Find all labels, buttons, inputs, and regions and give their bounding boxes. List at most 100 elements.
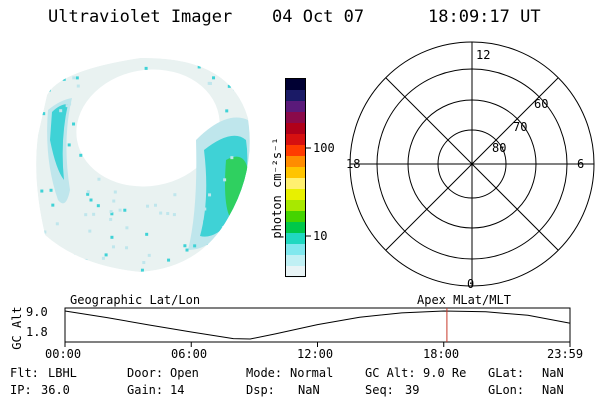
aurora-speckle [65,104,69,108]
aurora-speckle [248,148,250,152]
altitude-plot [64,307,571,347]
aurora-speckle [101,256,105,260]
status-flt-value: LBHL [48,366,77,380]
colorbar-tick-100: 100 [313,141,335,155]
aurora-speckle [185,248,189,252]
aurora-speckle [72,76,76,80]
status-ip-label: IP: [10,383,32,397]
aurora-speckle [227,67,231,71]
aurora-speckle [220,268,224,272]
altitude-curve [64,310,570,340]
aurora-speckle [76,84,80,88]
plot-right-caption: Apex MLat/MLT [417,293,511,307]
aurora-speckle [75,76,79,80]
plot-x-tick-4: 23:59 [547,347,584,361]
aurora-speckle [230,156,234,160]
aurora-speckle [62,77,66,81]
aurora-speckle [183,244,187,248]
colorbar-step [286,178,305,190]
status-glat-value: NaN [542,366,564,380]
aurora-speckle [230,71,234,75]
aurora-speckle [88,229,92,233]
plot-y-low: 1.8 [26,325,48,339]
status-glat-label: GLat: [488,366,525,380]
aurora-speckle [197,65,201,69]
status-gcalt-value: 9.0 Re [423,366,467,380]
colorbar-step [286,255,305,267]
aurora-speckle [172,213,176,217]
aurora-speckle [110,235,114,239]
plot-ylabel: GC Alt [10,306,24,350]
grid-line-diag-2 [385,77,559,251]
status-ip-value: 36.0 [41,383,70,397]
status-glon-label: GLon: [488,383,525,397]
plot-left-caption: Geographic Lat/Lon [70,293,201,307]
aurora-speckle [142,261,146,265]
colorbar-step [286,189,305,201]
aurora-speckle [233,64,237,68]
aurora-speckle [227,245,231,249]
status-seq-value: 39 [405,383,420,397]
plot-y-high: 9.0 [26,305,48,319]
aurora-speckle [203,207,207,211]
aurora-speckle [230,71,234,75]
aurora-speckle [123,208,127,212]
aurora-speckle [40,61,44,65]
aurora-speckle [72,254,76,258]
aurora-speckle [232,251,236,255]
colorbar-step [286,90,305,102]
aurora-speckle [40,189,44,193]
aurora-speckle [206,244,210,248]
aurora-speckle [167,258,171,262]
aurora-speckle [232,87,236,91]
aurora-speckle [159,211,163,215]
colorbar-step [286,244,305,256]
plot-x-tick-1: 06:00 [171,347,208,361]
aurora-speckle [153,203,157,207]
aurora-speckle [86,192,90,196]
aurora-speckle [89,198,93,202]
aurora-speckle [40,253,44,257]
colorbar-step [286,167,305,179]
status-flt-label: Flt: [10,366,39,380]
aurora-speckle [72,122,76,126]
aurora-speckle [125,246,129,250]
mlt-label-12: 12 [476,48,491,62]
aurora-speckle [225,109,229,113]
aurora-speckle [227,84,231,88]
aurora-speckle [223,252,227,256]
aurora-speckle [173,193,177,197]
colorbar-step [286,112,305,124]
status-glon-value: NaN [542,383,564,397]
aurora-speckle [84,258,88,262]
aurora-speckle [118,208,122,212]
aurora-speckle [86,190,90,194]
status-dsp-value: NaN [298,383,320,397]
aurora-speckle [96,204,100,208]
aurora-speckle [68,253,72,257]
aurora-speckle [79,153,83,157]
mlt-label-6: 6 [577,157,585,171]
aurora-speckle [147,253,151,257]
aurora-speckle [112,199,116,203]
plot-x-tick-2: 12:00 [297,347,334,361]
colorbar-step [286,156,305,168]
aurora-speckle [79,263,83,267]
aurora-speckle [43,230,47,234]
colorbar-step [286,211,305,223]
aurora-speckle [140,268,144,272]
status-gain-label: Gain: [127,383,164,397]
aurora-speckle [203,220,207,224]
plot-x-tick-3: 18:00 [423,347,460,361]
colorbar-step [286,123,305,135]
lat-label-60: 60 [534,97,549,111]
auroral-image [36,57,250,272]
status-door-label: Door: [127,366,164,380]
colorbar-step [286,200,305,212]
colorbar-step [286,79,305,91]
status-mode-label: Mode: [246,366,283,380]
colorbar-unit-label: photon cm⁻²s⁻¹ [270,137,284,239]
lat-label-70: 70 [513,120,528,134]
colorbar-step [286,101,305,113]
aurora-speckle [231,250,235,254]
